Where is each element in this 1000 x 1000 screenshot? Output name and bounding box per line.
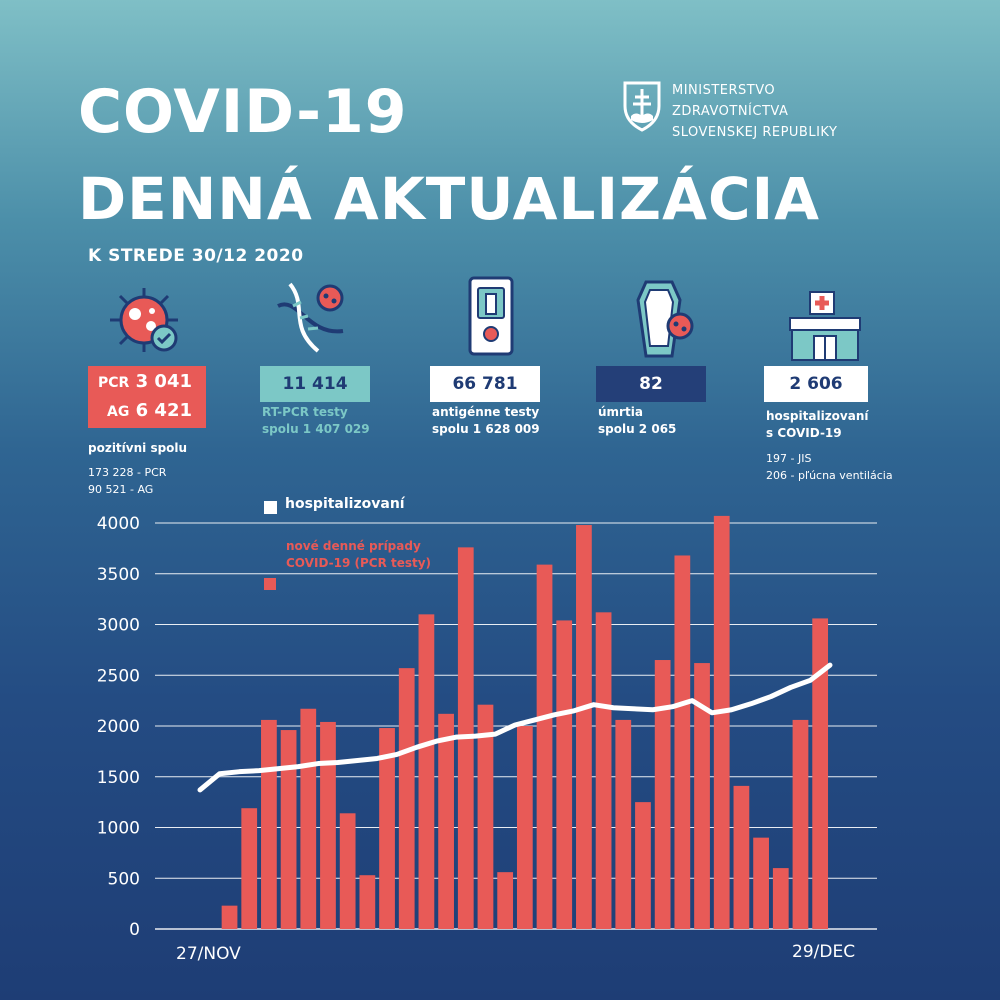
legend-cases-label: nové denné prípady COVID-19 (PCR testy) — [286, 539, 432, 570]
virus-check-icon — [104, 284, 184, 360]
x-end-label: 29/DEC — [792, 942, 856, 962]
case-bar — [733, 785, 750, 929]
case-bar — [438, 713, 454, 929]
case-bar — [772, 868, 789, 929]
y-axis-ticks: 0 500 1000 1500 2000 2500 3000 3500 4000 — [97, 514, 140, 940]
title-line-2: DENNÁ AKTUALIZÁCIA — [78, 165, 821, 233]
case-bar — [320, 721, 336, 929]
hospitalized-line-path — [197, 662, 833, 793]
y-tick-label: 2000 — [97, 717, 140, 737]
title-line-1: COVID-19 — [78, 77, 408, 147]
antigen-box: 66 781 — [430, 366, 540, 402]
x-start-label: 27/NOV — [176, 944, 241, 964]
deaths-box: 82 — [596, 366, 706, 402]
y-tick-label: 500 — [108, 869, 140, 889]
case-bar — [694, 663, 710, 929]
case-bar — [674, 555, 691, 929]
case-bar — [635, 802, 651, 929]
hospitalized-line — [197, 662, 833, 793]
y-tick-label: 3500 — [97, 565, 140, 585]
hospital-label: hospitalizovaní s COVID-19 — [766, 408, 869, 442]
ag-positive: AG 6 421 — [107, 397, 192, 426]
y-tick-label: 2500 — [97, 666, 140, 686]
deaths-label-1: úmrtia — [598, 405, 643, 419]
case-bar — [261, 719, 277, 929]
case-bar — [792, 719, 809, 929]
legend-cases-swatch — [264, 578, 276, 590]
case-bar — [812, 618, 829, 929]
case-bar — [221, 905, 238, 929]
ministry-line-1: MINISTERSTVO — [672, 83, 776, 98]
pcr-positive: PCR 3 041 — [98, 368, 192, 397]
y-tick-label: 0 — [129, 920, 140, 940]
ministry-line-2: ZDRAVOTNÍCTVA — [672, 104, 789, 119]
case-bar — [339, 813, 356, 929]
positive-box: PCR 3 041 AG 6 421 — [88, 366, 206, 428]
y-tick-label: 3000 — [97, 616, 140, 636]
hospital-icon — [788, 290, 862, 368]
case-bar — [477, 704, 494, 929]
case-bar — [280, 730, 297, 929]
hospital-detail-vent: 206 - pľúcna ventilácia — [766, 469, 893, 482]
hospital-detail-jis: 197 - JIS — [766, 452, 812, 465]
positive-details: 173 228 - PCR 90 521 - AG — [88, 464, 166, 498]
rtpcr-label-1: RT-PCR testy — [262, 405, 348, 419]
rtpcr-label-2: spolu 1 407 029 — [262, 422, 370, 436]
case-bar — [615, 719, 632, 929]
case-bar — [379, 728, 395, 929]
case-bar — [713, 515, 730, 929]
case-bar — [595, 612, 612, 929]
case-bar — [497, 872, 514, 929]
ag-value: 6 421 — [135, 400, 192, 421]
y-tick-label: 1000 — [97, 819, 140, 839]
case-bar — [516, 726, 533, 929]
antigen-test-icon — [466, 276, 516, 360]
legend-hospitalized-label: hospitalizovaní — [285, 496, 405, 512]
case-bar — [576, 525, 592, 929]
hospital-label-2: s COVID-19 — [766, 426, 842, 440]
rtpcr-box: 11 414 — [260, 366, 370, 402]
case-bars — [221, 515, 829, 929]
deaths-label-2: spolu 2 065 — [598, 422, 677, 436]
hospital-label-1: hospitalizovaní — [766, 409, 869, 423]
hospital-box: 2 606 — [764, 366, 868, 402]
case-bar — [654, 660, 671, 929]
case-bar — [418, 614, 435, 929]
ministry-name: MINISTERSTVO ZDRAVOTNÍCTVA SLOVENSKEJ RE… — [672, 80, 837, 143]
positive-detail-ag: 90 521 - AG — [88, 483, 154, 496]
pcr-prefix: PCR — [98, 375, 130, 391]
ministry-line-3: SLOVENSKEJ REPUBLIKY — [672, 125, 838, 140]
case-bar — [300, 708, 317, 929]
ag-prefix: AG — [107, 404, 130, 420]
antigen-label-1: antigénne testy — [432, 405, 540, 419]
legend-hospitalized-swatch — [264, 501, 277, 514]
antigen-label: antigénne testy spolu 1 628 009 — [432, 404, 540, 438]
positive-detail-pcr: 173 228 - PCR — [88, 466, 167, 479]
y-tick-label: 1500 — [97, 768, 140, 788]
deaths-label: úmrtia spolu 2 065 — [598, 404, 676, 438]
rtpcr-label: RT-PCR testy spolu 1 407 029 — [262, 404, 370, 438]
coffin-virus-icon — [628, 280, 698, 364]
case-bar — [556, 620, 573, 929]
hospital-details: 197 - JIS 206 - pľúcna ventilácia — [766, 450, 893, 484]
date-label: K STREDE 30/12 2020 — [88, 246, 304, 266]
dna-virus-icon — [268, 276, 358, 360]
case-bar — [241, 808, 258, 929]
case-bar — [536, 564, 553, 929]
pcr-value: 3 041 — [135, 371, 192, 392]
positive-label: pozitívni spolu — [88, 441, 188, 455]
antigen-label-2: spolu 1 628 009 — [432, 422, 540, 436]
case-bar — [359, 875, 376, 929]
y-tick-label: 4000 — [97, 514, 140, 534]
case-bar — [753, 837, 769, 929]
case-bar — [398, 668, 415, 929]
slovak-crest-icon — [622, 80, 662, 132]
